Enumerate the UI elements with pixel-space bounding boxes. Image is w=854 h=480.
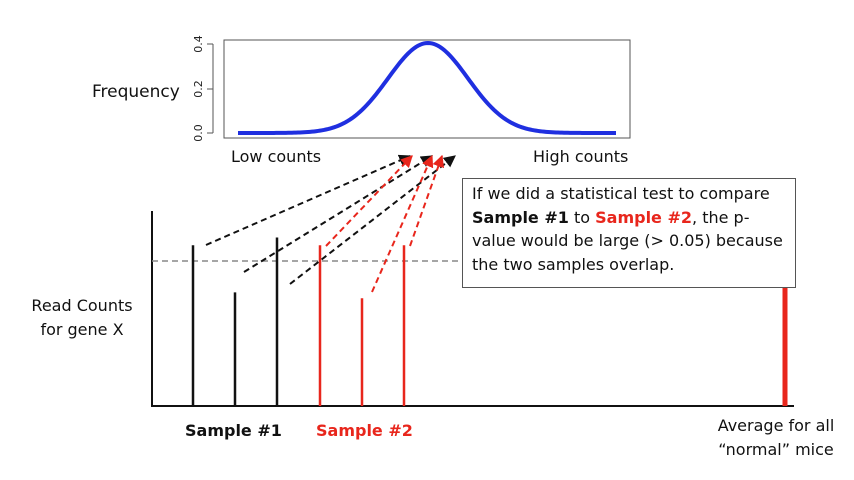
y-tick-label: 0.2 [192, 80, 205, 98]
normal-distribution-curve [238, 40, 616, 135]
sample2-arrow [325, 155, 413, 247]
sample1-arrow [243, 155, 434, 273]
normal-average-label-line1: Average for all [717, 416, 835, 435]
normal-average-label: Average for all “normal” mice [700, 414, 852, 462]
y-tick-label: 0.4 [192, 35, 205, 53]
callout-sample2: Sample #2 [595, 207, 693, 227]
callout-sample1: Sample #1 [472, 207, 569, 227]
sample1-arrow [289, 155, 456, 285]
y-tick-label: 0.0 [192, 124, 205, 142]
sample2-arrow [409, 154, 445, 247]
sample2-arrow [371, 154, 434, 293]
statistical-test-callout: If we did a statistical test to compare … [462, 178, 796, 288]
high-counts-label: High counts [533, 147, 629, 166]
read-counts-axis-label: Read Counts for gene X [26, 294, 138, 342]
callout-text-part3: , the p-value would be large (> 0.05) be… [472, 207, 783, 274]
sample1-label: Sample #1 [185, 421, 282, 440]
frequency-axis-label: Frequency [92, 82, 180, 102]
read-counts-label-line2: for gene X [40, 320, 124, 339]
distribution-plot-frame [223, 39, 631, 139]
callout-text-part2: to [568, 207, 596, 227]
callout-text-part1: If we did a statistical test to compare [472, 184, 770, 203]
read-counts-label-line1: Read Counts [31, 296, 133, 315]
sample2-label: Sample #2 [316, 421, 413, 440]
sample1-arrow [205, 154, 412, 246]
low-counts-label: Low counts [231, 147, 322, 166]
normal-average-label-line2: “normal” mice [718, 440, 834, 459]
